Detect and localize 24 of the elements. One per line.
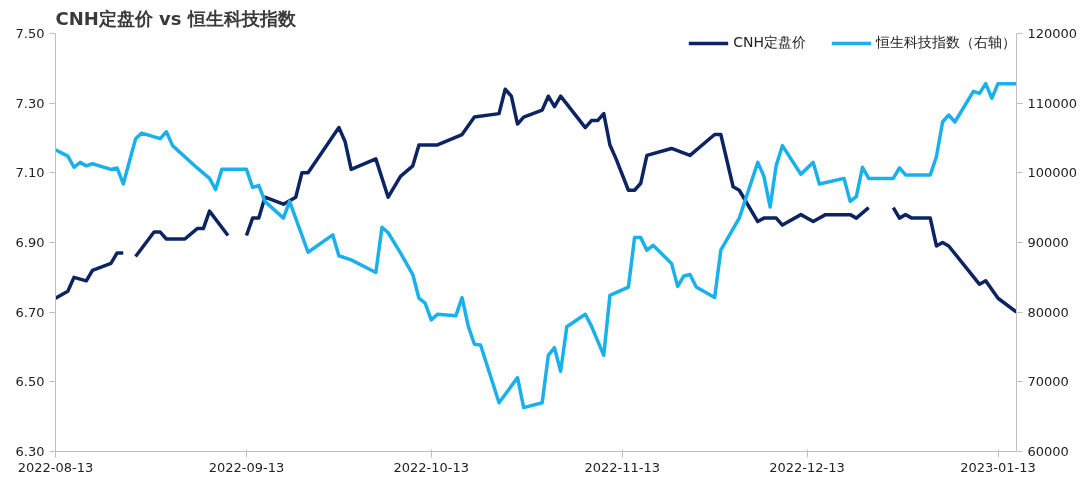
y-tick-label: 7.50 [15,26,45,41]
legend-label: 恒生科技指数（右轴） [876,34,1016,52]
y2-tick-label: 100000 [1027,165,1078,181]
x-tick-label: 2022-12-13 [769,459,845,475]
x-tick-label: 2022-10-13 [393,459,470,475]
x-tick-label: 2022-08-13 [17,459,94,475]
y-tick-label: 6.90 [15,235,45,250]
legend-label: CNH定盘价 [733,34,806,52]
y2-tick-label: 80000 [1027,304,1069,320]
chart-title: CNH定盘价 vs 恒生科技指数 [55,7,297,29]
y2-tick-label: 120000 [1027,26,1078,41]
line-series [55,81,1017,410]
x-tick-label: 2022-11-13 [584,459,661,475]
x-tick-label: 2022-09-13 [208,459,285,475]
y-tick-label: 7.30 [15,95,45,111]
y2-tick-label: 90000 [1027,235,1069,250]
y2-tick-label: 110000 [1027,95,1078,111]
x-tick-label: 2023-01-13 [960,459,1036,475]
y2-tick-label: 70000 [1027,374,1069,390]
y2-tick-label: 60000 [1027,444,1069,459]
y-tick-label: 7.10 [15,165,45,181]
y-tick-label: 6.30 [15,444,45,459]
y-tick-label: 6.70 [15,304,45,320]
y-tick-label: 6.50 [15,374,45,390]
